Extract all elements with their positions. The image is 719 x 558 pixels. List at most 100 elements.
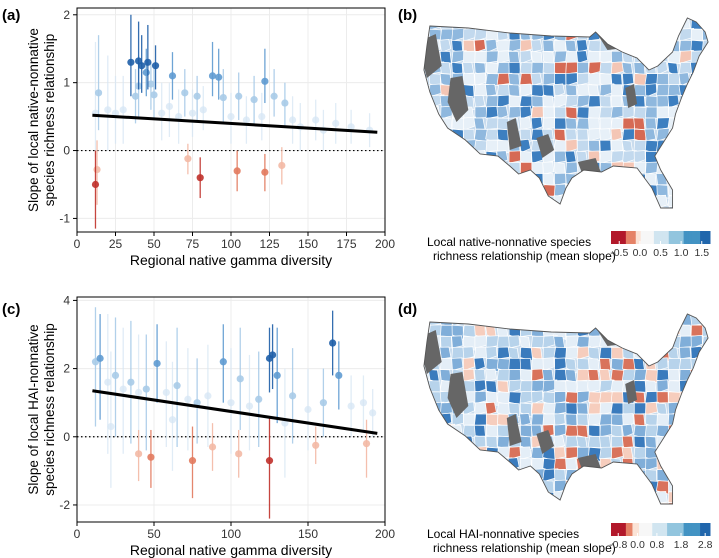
data-point	[281, 99, 289, 107]
region-cell	[690, 173, 704, 186]
region-cell	[439, 62, 452, 75]
region-cell	[622, 72, 635, 86]
region-cell	[588, 490, 600, 504]
region-cell	[701, 61, 709, 75]
data-point	[319, 399, 327, 407]
region-cell	[689, 480, 702, 495]
region-cell	[462, 150, 475, 165]
region-cell	[451, 458, 464, 471]
colorbar-segment	[680, 523, 683, 536]
data-point	[347, 402, 355, 410]
colorbar-segment	[652, 231, 655, 244]
data-point	[119, 106, 127, 114]
region-cell	[519, 469, 533, 483]
colorbar-segment	[708, 523, 711, 536]
region-cell	[439, 369, 452, 383]
region-cell	[451, 150, 463, 163]
region-cell	[565, 106, 578, 122]
region-cell	[423, 106, 430, 120]
region-cell	[428, 501, 444, 504]
colorbar-segment	[617, 231, 620, 244]
region-cell	[633, 195, 646, 208]
region-cell	[576, 469, 589, 483]
data-point	[135, 388, 143, 397]
data-point	[165, 102, 173, 111]
region-cell	[656, 324, 669, 339]
region-cell	[554, 205, 567, 208]
region-cells	[423, 314, 709, 504]
region-cell	[667, 150, 683, 164]
region-cell	[531, 84, 545, 98]
region-cell	[690, 390, 707, 405]
colorbar-segment	[663, 523, 666, 536]
x-tick-label: 175	[336, 237, 356, 251]
region-cell	[701, 491, 709, 504]
region-cell	[656, 28, 672, 41]
data-point	[168, 72, 177, 80]
region-cell	[462, 368, 475, 382]
region-cell	[519, 413, 532, 427]
y-tick-label: -1	[59, 211, 70, 225]
legend-title-line: Local native-nonnative species	[427, 235, 591, 249]
data-point	[199, 106, 207, 114]
region-cell	[473, 490, 486, 504]
region-cell	[679, 412, 693, 427]
colorbar-segment	[706, 523, 709, 536]
region-cell	[508, 195, 522, 208]
region-cell	[610, 458, 623, 473]
region-cell	[690, 206, 707, 208]
colorbar-segment	[695, 231, 698, 244]
colorbar-segment	[612, 523, 615, 536]
region-cell	[473, 458, 486, 473]
region-cell	[423, 413, 432, 426]
colorbar-segment	[655, 523, 658, 536]
region-cell	[679, 458, 692, 471]
no-data-region	[506, 414, 522, 446]
region-cell	[588, 172, 601, 186]
region-cell	[497, 18, 510, 30]
region-cell	[508, 314, 523, 326]
region-cell	[689, 127, 702, 142]
region-cell	[587, 369, 600, 382]
region-cell	[428, 435, 441, 450]
region-cell	[451, 357, 464, 371]
region-cell	[439, 435, 452, 449]
region-cell	[427, 150, 440, 165]
region-cell	[610, 502, 626, 504]
region-cell	[530, 39, 543, 53]
data-point	[258, 113, 266, 121]
region-cell	[530, 18, 543, 30]
region-cell	[423, 173, 430, 189]
region-cell	[462, 480, 478, 494]
data-point	[261, 77, 269, 85]
region-cell	[611, 50, 624, 64]
region-cell	[428, 469, 444, 482]
data-point	[175, 113, 183, 121]
region-cell	[565, 61, 580, 75]
region-cell	[474, 106, 487, 119]
colorbar-segment	[637, 523, 640, 536]
region-cell	[508, 369, 522, 382]
region-cell	[645, 335, 658, 349]
region-cell	[463, 162, 476, 176]
region-cell	[588, 469, 602, 483]
region-cell	[474, 479, 488, 494]
region-cell	[440, 502, 453, 504]
region-cell	[689, 380, 702, 393]
y-axis-label-line: Slope of local HAI-nonnative	[26, 324, 41, 494]
region-cell	[565, 402, 578, 416]
region-cell	[633, 18, 647, 33]
no-data-region	[423, 34, 442, 78]
region-cell	[473, 314, 491, 326]
region-cell	[473, 468, 486, 482]
region-cell	[655, 173, 668, 186]
no-data-region	[625, 84, 638, 108]
region-cell	[690, 345, 703, 361]
colorbar-segment	[648, 231, 652, 244]
region-cell	[690, 469, 705, 484]
colorbar-tick-label: 0.0	[633, 247, 648, 259]
y-axis-label-line: species richness relationship	[42, 34, 57, 207]
region-cell	[577, 324, 590, 338]
region-cell	[644, 18, 661, 32]
x-tick-label: 100	[221, 237, 241, 251]
